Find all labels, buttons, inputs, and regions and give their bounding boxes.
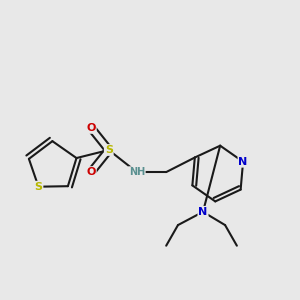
Text: N: N (198, 207, 208, 217)
Text: N: N (238, 157, 248, 167)
Text: NH: NH (129, 167, 145, 177)
Text: S: S (34, 182, 43, 192)
Text: O: O (86, 167, 96, 177)
Text: S: S (105, 145, 113, 155)
Text: O: O (86, 123, 96, 133)
